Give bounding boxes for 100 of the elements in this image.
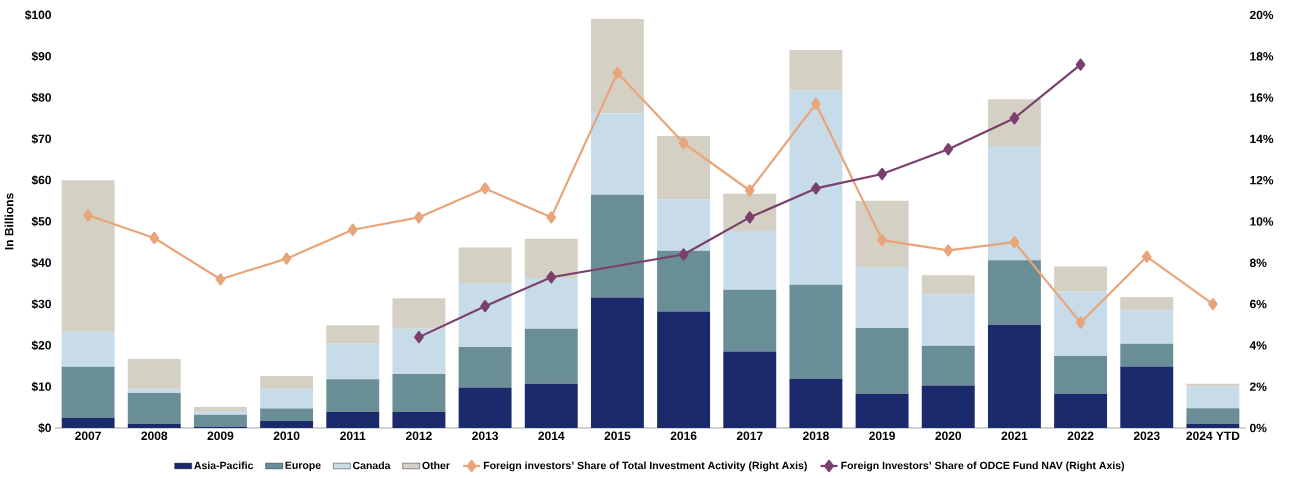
- point: [347, 223, 358, 236]
- bar: [657, 250, 711, 312]
- bar: [326, 379, 380, 412]
- bar: [61, 417, 115, 428]
- point: [1075, 316, 1086, 329]
- point: [811, 97, 821, 110]
- point: [744, 211, 755, 224]
- point: [546, 211, 557, 224]
- bar: [458, 283, 512, 348]
- bar: [1054, 266, 1108, 292]
- bar: [921, 345, 975, 386]
- x-tick-label: 2012: [406, 431, 432, 441]
- bar: [61, 180, 115, 331]
- x-tick-label: 2024 YTD: [1186, 431, 1240, 441]
- bar: [61, 366, 115, 418]
- y2-tick-label: 8%: [1249, 258, 1267, 268]
- bar: [61, 330, 115, 367]
- legend-label: Europe: [285, 461, 321, 472]
- bar: [1120, 366, 1174, 428]
- bar: [524, 278, 578, 329]
- bar: [458, 387, 512, 428]
- bar: [590, 297, 644, 428]
- y2-tick-label: 4%: [1249, 341, 1267, 350]
- point: [215, 273, 226, 286]
- bar: [590, 194, 644, 298]
- bar: [921, 294, 975, 346]
- y2-tick-label: 18%: [1250, 52, 1274, 61]
- point: [480, 182, 490, 195]
- x-tick-label: 2015: [604, 431, 631, 441]
- bar: [260, 375, 314, 389]
- x-tick-label: 2023: [1133, 431, 1160, 441]
- bar: [855, 266, 909, 329]
- bar: [193, 406, 247, 412]
- bar: [789, 284, 843, 379]
- bar: [987, 145, 1041, 261]
- point: [1208, 297, 1218, 311]
- y-tick-label: $30: [31, 299, 51, 309]
- y-tick-label: $40: [31, 257, 51, 268]
- x-tick-label: 2010: [273, 431, 300, 441]
- y-tick-label: $100: [24, 10, 51, 20]
- point: [1075, 58, 1086, 71]
- bar: [127, 359, 181, 389]
- bar: [987, 324, 1041, 428]
- x-tick-label: 2013: [472, 431, 498, 441]
- bar: [260, 420, 314, 428]
- y-axis-title: In Billions: [4, 193, 14, 250]
- y2-tick-label: 20%: [1249, 10, 1274, 20]
- point: [149, 231, 160, 245]
- bar: [392, 373, 446, 412]
- bar: [723, 351, 777, 428]
- bar: [855, 393, 909, 428]
- bar: [987, 260, 1041, 325]
- bar: [524, 238, 578, 279]
- bar: [127, 423, 181, 428]
- legend-label: Asia-Pacific: [194, 461, 254, 470]
- bar: [1120, 310, 1174, 344]
- legend-label: Foreign Investors’ Share of ODCE Fund NAV (Right Axis): [841, 461, 1125, 472]
- bar: [657, 311, 711, 428]
- bar: [1054, 393, 1108, 428]
- point: [83, 209, 93, 222]
- bar: [260, 408, 314, 421]
- point: [480, 300, 490, 313]
- bar: [127, 392, 181, 424]
- bar: [789, 90, 843, 285]
- bar: [1186, 408, 1240, 424]
- legend-label: Other: [422, 461, 450, 470]
- bar: [524, 383, 578, 428]
- bar: [723, 230, 777, 290]
- bar: [1054, 356, 1108, 394]
- bar: [260, 388, 314, 409]
- bar: [458, 247, 512, 284]
- y-tick-label: $10: [31, 381, 51, 392]
- point: [943, 143, 954, 156]
- bar: [1120, 297, 1174, 311]
- x-tick-label: 2019: [869, 431, 895, 441]
- point: [678, 248, 689, 261]
- y2-tick-label: 2%: [1249, 382, 1267, 391]
- y-tick-label: $80: [31, 92, 51, 103]
- bar: [193, 414, 247, 427]
- y2-tick-label: 10%: [1250, 217, 1274, 226]
- bar: [1186, 386, 1240, 409]
- bar: [326, 343, 380, 380]
- point: [612, 66, 623, 79]
- x-tick-label: 2018: [803, 431, 829, 441]
- x-tick-label: 2021: [1001, 431, 1028, 441]
- bar: [723, 289, 777, 352]
- point: [744, 184, 755, 197]
- y-tick-label: $50: [31, 216, 51, 227]
- bar: [392, 298, 446, 329]
- bar: [193, 411, 247, 415]
- bar: [921, 275, 975, 295]
- y2-tick-label: 16%: [1250, 93, 1274, 102]
- bar: [590, 113, 644, 195]
- y-tick-label: $70: [31, 133, 51, 144]
- y-tick-label: $20: [31, 340, 51, 351]
- x-tick-label: 2009: [207, 431, 234, 441]
- bar: [326, 325, 380, 344]
- bar: [657, 199, 711, 251]
- point: [1009, 112, 1020, 125]
- x-tick-label: 2016: [670, 431, 697, 441]
